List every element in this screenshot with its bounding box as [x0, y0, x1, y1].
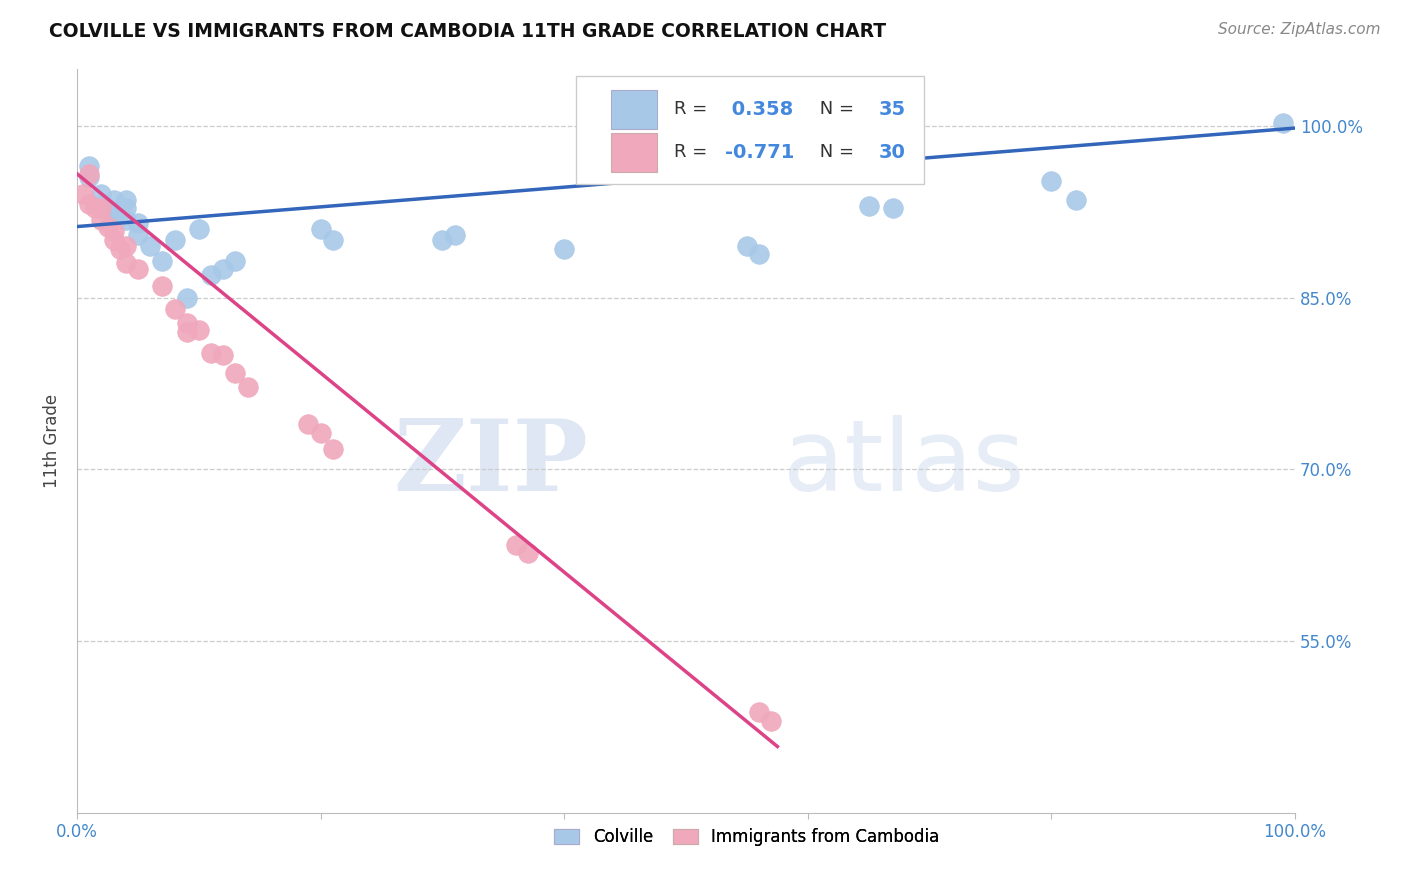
Point	[150, 279, 173, 293]
Point	[200, 345, 222, 359]
Point	[77, 159, 100, 173]
Point	[432, 233, 454, 247]
Point	[882, 201, 904, 215]
Point	[297, 417, 319, 431]
Point	[139, 239, 162, 253]
Point	[103, 224, 125, 238]
Point	[90, 187, 112, 202]
Legend: Colville, Immigrants from Cambodia: Colville, Immigrants from Cambodia	[548, 822, 946, 853]
Point	[127, 227, 149, 242]
Point	[108, 243, 131, 257]
Point	[1064, 193, 1087, 207]
Point	[212, 348, 235, 362]
FancyBboxPatch shape	[576, 76, 924, 184]
Point	[516, 546, 538, 560]
Point	[103, 193, 125, 207]
FancyBboxPatch shape	[610, 133, 657, 171]
Point	[187, 222, 209, 236]
Text: N =: N =	[814, 101, 859, 119]
Point	[150, 254, 173, 268]
Y-axis label: 11th Grade: 11th Grade	[44, 393, 60, 488]
Point	[176, 291, 198, 305]
Point	[309, 425, 332, 440]
Point	[735, 239, 758, 253]
Point	[114, 212, 136, 227]
Point	[77, 196, 100, 211]
Text: -0.771: -0.771	[725, 143, 794, 161]
Point	[114, 256, 136, 270]
Point	[322, 442, 344, 456]
Point	[224, 254, 246, 268]
Point	[103, 204, 125, 219]
Point	[187, 323, 209, 337]
Point	[127, 216, 149, 230]
Point	[553, 243, 575, 257]
Point	[103, 233, 125, 247]
Text: N =: N =	[814, 144, 859, 161]
Point	[176, 316, 198, 330]
Point	[103, 211, 125, 225]
Point	[77, 167, 100, 181]
Point	[114, 201, 136, 215]
Point	[84, 201, 107, 215]
Point	[443, 227, 465, 242]
Point	[322, 233, 344, 247]
Text: atlas: atlas	[783, 415, 1025, 511]
Point	[761, 714, 783, 729]
Point	[127, 261, 149, 276]
Point	[114, 193, 136, 207]
Text: R =: R =	[673, 101, 713, 119]
Text: R =: R =	[673, 144, 713, 161]
Point	[224, 366, 246, 380]
Point	[96, 219, 118, 234]
Text: Source: ZipAtlas.com: Source: ZipAtlas.com	[1218, 22, 1381, 37]
Point	[90, 199, 112, 213]
Text: 0.358: 0.358	[725, 100, 793, 119]
Point	[77, 170, 100, 185]
Point	[72, 187, 94, 202]
Point	[1040, 174, 1063, 188]
Point	[309, 222, 332, 236]
Point	[212, 261, 235, 276]
Text: 30: 30	[879, 143, 905, 161]
Point	[163, 301, 186, 316]
Point	[858, 199, 880, 213]
Point	[505, 538, 527, 552]
Text: COLVILLE VS IMMIGRANTS FROM CAMBODIA 11TH GRADE CORRELATION CHART: COLVILLE VS IMMIGRANTS FROM CAMBODIA 11T…	[49, 22, 886, 41]
Point	[163, 233, 186, 247]
FancyBboxPatch shape	[610, 90, 657, 128]
Point	[1271, 116, 1294, 130]
Point	[748, 247, 770, 261]
Text: ZIP: ZIP	[394, 415, 589, 511]
Point	[176, 325, 198, 339]
Point	[200, 268, 222, 282]
Text: 35: 35	[879, 100, 905, 119]
Point	[90, 201, 112, 215]
Point	[90, 212, 112, 227]
Point	[748, 705, 770, 719]
Point	[114, 239, 136, 253]
Point	[236, 380, 259, 394]
